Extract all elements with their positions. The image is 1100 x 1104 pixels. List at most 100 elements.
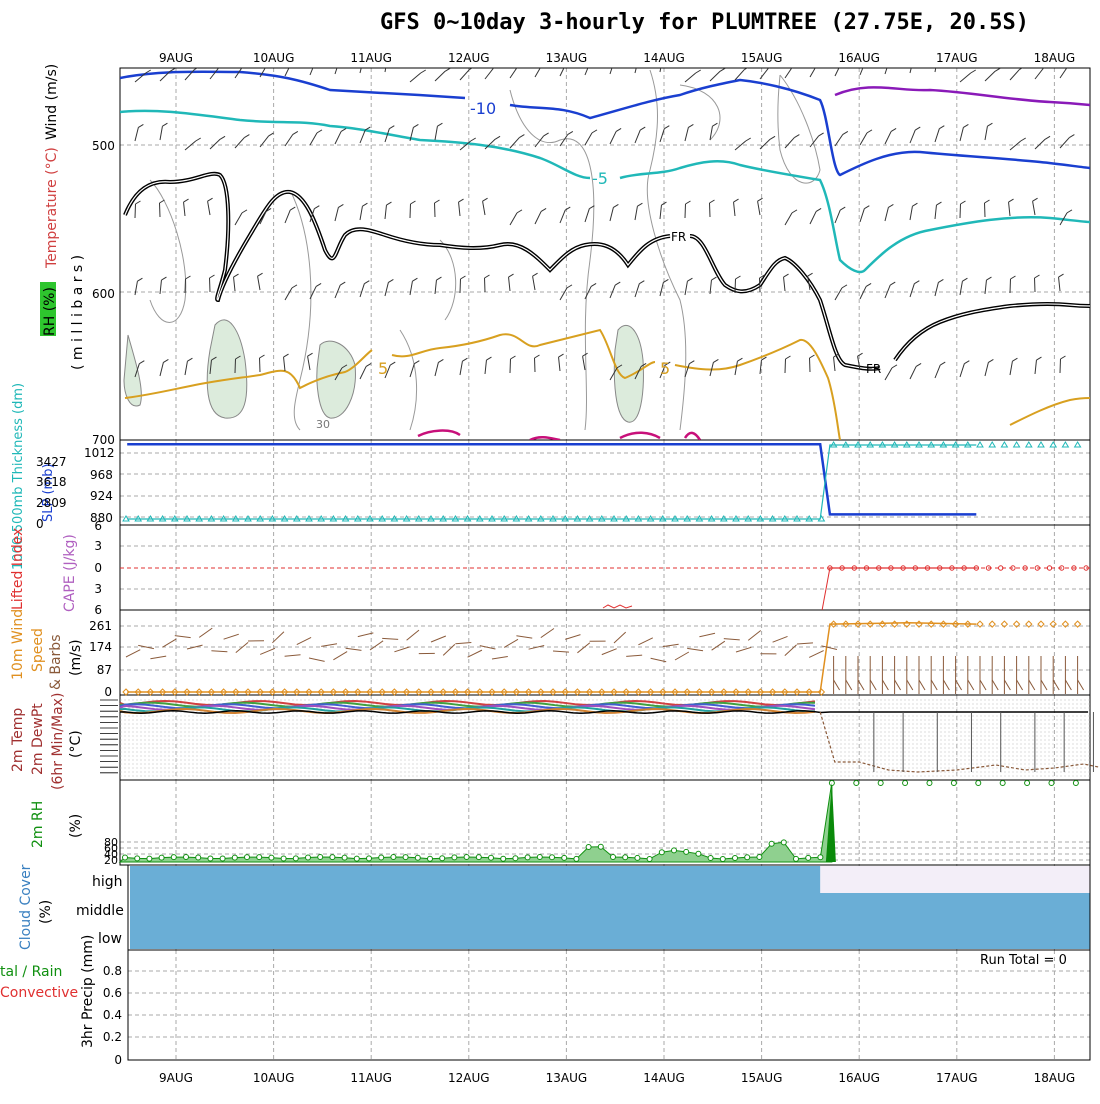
tick-thickness-0: 0	[36, 517, 44, 531]
wind-barb	[308, 356, 310, 370]
wind-barb	[585, 133, 592, 145]
wind-barb	[960, 281, 962, 295]
wind-barb	[135, 281, 137, 295]
rh2m-area	[120, 782, 832, 862]
wind-barb-10m	[931, 680, 937, 690]
wind-barb	[610, 131, 616, 144]
wind-barb-10m	[785, 645, 797, 656]
contour-label-plus5: 5	[378, 359, 388, 378]
wind-barb-10m	[333, 652, 347, 660]
rh2m-marker	[159, 855, 164, 860]
rh2m-marker	[476, 855, 481, 860]
wind-barb-flag	[712, 123, 717, 126]
wind-barb	[685, 73, 696, 82]
wind-barb-flag	[269, 133, 274, 136]
wind-barb-10m	[346, 648, 362, 650]
wind-barb	[910, 284, 914, 297]
ylabel-speed: Speed	[30, 628, 46, 672]
wind-barb	[784, 277, 785, 291]
wind-barb-flag	[637, 203, 642, 206]
wind-barb-flag	[1010, 276, 1015, 279]
rh2m-marker	[794, 856, 799, 861]
wind-barb	[910, 366, 916, 379]
wind-barb-flag	[315, 59, 320, 62]
wind-barb-flag	[1045, 136, 1050, 139]
wind-barb-10m	[211, 651, 227, 652]
wind-barb-flag	[1012, 358, 1017, 361]
wind-barb-10m	[602, 649, 617, 655]
wind-barb-flag	[640, 127, 645, 130]
wind-barb-flag	[792, 210, 797, 213]
rh2m-marker	[696, 851, 701, 856]
ylabel-convective: Convective	[0, 985, 78, 1001]
wind-barb	[360, 366, 366, 379]
tick-cloud-high: high	[92, 874, 123, 890]
wind-barb-10m	[1029, 680, 1035, 690]
rh2m-marker	[464, 855, 469, 860]
wind-barb	[910, 59, 913, 73]
rh2m-marker	[1025, 781, 1030, 786]
wind-barb-flag	[519, 135, 524, 138]
wind-barb	[1035, 360, 1036, 374]
wind-barb-flag	[986, 277, 991, 280]
wind-barb-flag	[220, 136, 225, 139]
thickness-marker	[1014, 442, 1020, 447]
rh2m-marker	[623, 855, 628, 860]
wind-barb-flag	[234, 274, 239, 277]
rh2m-marker	[318, 855, 323, 860]
wind-barb	[160, 362, 163, 376]
wind-barb-flag	[510, 356, 515, 359]
wind-barb-flag	[890, 282, 895, 285]
rh2m-marker	[951, 781, 956, 786]
tick-wind: 87	[97, 663, 112, 677]
rh2m-marker	[708, 856, 713, 861]
wind-barb-10m	[968, 680, 974, 690]
wind-barb	[1059, 277, 1060, 291]
wind-barb-flag	[1060, 356, 1065, 359]
wind-barb	[160, 126, 162, 140]
wind-barb-flag	[819, 133, 824, 136]
rh2m-marker	[379, 855, 384, 860]
wind-barb	[1009, 202, 1010, 216]
wind-barb	[758, 201, 760, 215]
wind-barb-10m	[175, 636, 191, 638]
rh2m-marker	[208, 856, 213, 861]
rh2m-marker	[220, 856, 225, 861]
date-label-bottom: 15AUG	[741, 1071, 783, 1085]
wind-barb-10m	[773, 636, 788, 642]
tick-precip: 0.2	[103, 1030, 122, 1044]
wind-barb-10m	[431, 636, 446, 642]
wind-barb	[885, 368, 892, 380]
wind-barb-flag	[284, 354, 289, 357]
cloud-cover-panel	[128, 865, 1090, 950]
wind-barb-10m	[260, 648, 275, 654]
wind-barb-10m	[577, 643, 589, 653]
wind-speed-line	[127, 623, 976, 692]
wind-barb-flag	[438, 359, 443, 362]
ylabel-cloud-pct: (%)	[38, 900, 54, 924]
wind-barb-flag	[495, 136, 500, 139]
wind-barb-flag	[161, 277, 166, 280]
rh2m-marker	[123, 855, 128, 860]
wind-barb	[335, 61, 339, 74]
wind-barb-flag	[437, 123, 442, 126]
wind-barb-10m	[943, 680, 949, 690]
ylabel-barbs: & Barbs	[48, 635, 64, 691]
rh-contour	[290, 190, 311, 430]
thickness-marker	[1026, 442, 1032, 447]
wind-barb-10m	[565, 635, 580, 640]
wind-barb	[310, 62, 315, 75]
rh2m-marker	[245, 855, 250, 860]
wind-barb-flag	[435, 200, 440, 203]
tick-thickness-2809: 2809	[36, 496, 67, 510]
ylabel-10m-wind: 10m Wind	[10, 609, 26, 680]
wind-barb-flag	[971, 70, 976, 73]
wind-barb	[285, 134, 293, 146]
rh2m-marker	[232, 855, 237, 860]
rh-contour	[150, 180, 186, 323]
date-label-bottom: 13AUG	[546, 1071, 588, 1085]
wind-barb	[685, 127, 688, 141]
wind-barb-flag	[696, 70, 701, 73]
